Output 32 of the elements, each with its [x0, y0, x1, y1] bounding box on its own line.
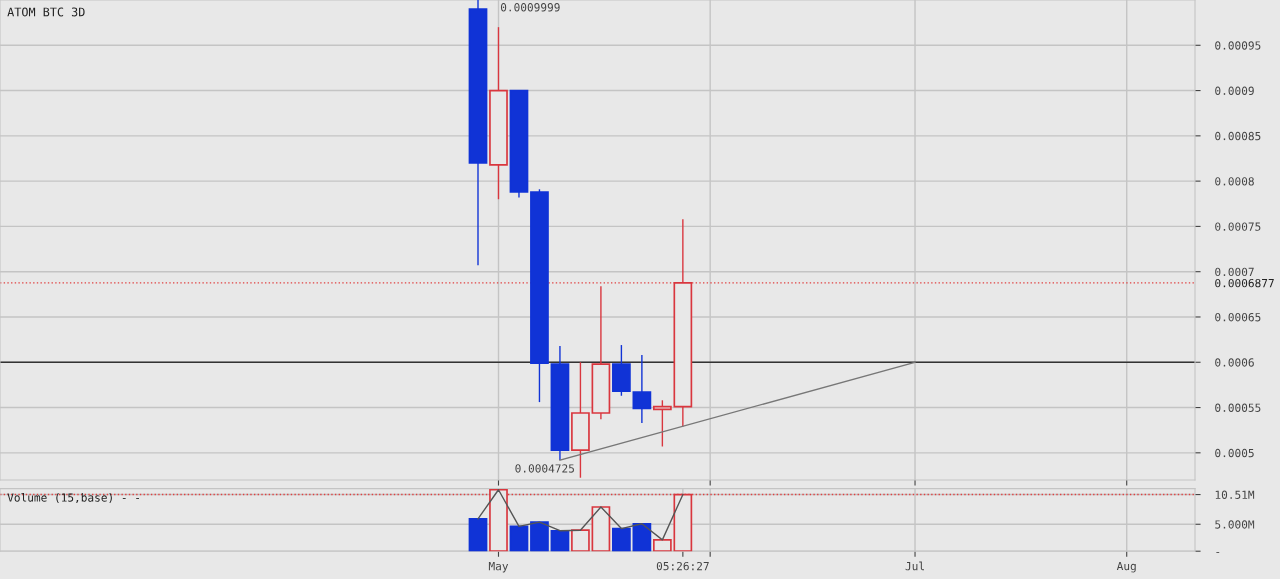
bar [509, 525, 529, 552]
y-tick-label: 0.0008 [1215, 177, 1254, 186]
text: ATOM BTC 3D [7, 7, 85, 17]
x-tick-label: May [488, 562, 509, 573]
y-tick-label: - [1216, 551, 1220, 553]
bar [571, 529, 590, 552]
y-tick-label: 10.51M [1215, 490, 1255, 499]
bar [550, 529, 570, 552]
y-tick-label: 0.00055 [1215, 403, 1261, 412]
bar [632, 522, 652, 552]
y-tick-label: 5.000M [1215, 520, 1255, 529]
y-tick-label: 0.00075 [1215, 222, 1261, 231]
chart-title: Volume (15,base) - - [7, 493, 140, 504]
bar [468, 518, 488, 552]
y-tick-label: 0.00065 [1215, 312, 1261, 322]
bar [591, 506, 611, 552]
annotation: 0.0004725 [515, 464, 574, 473]
y-tick-label: 0.00085 [1215, 131, 1261, 141]
annotation: 0.0009999 [500, 3, 560, 12]
y-tick-label: 0.0006 [1215, 358, 1254, 367]
x-tick-label: Aug [1116, 561, 1136, 573]
line-series [477, 489, 684, 541]
bar [530, 521, 549, 552]
x-tick-label: Jul [905, 561, 924, 571]
x-tick-label: 05:26:27 [656, 561, 709, 571]
candlestick [632, 354, 652, 424]
ref-line-label: 0.0006877 [1215, 278, 1274, 288]
y-tick-label: 0.00095 [1215, 41, 1261, 50]
y-tick-label: 0.0005 [1215, 448, 1254, 458]
y-tick-label: 0.0009 [1215, 86, 1254, 95]
bar [612, 527, 631, 552]
y-tick-label: 0.0007 [1215, 267, 1254, 277]
